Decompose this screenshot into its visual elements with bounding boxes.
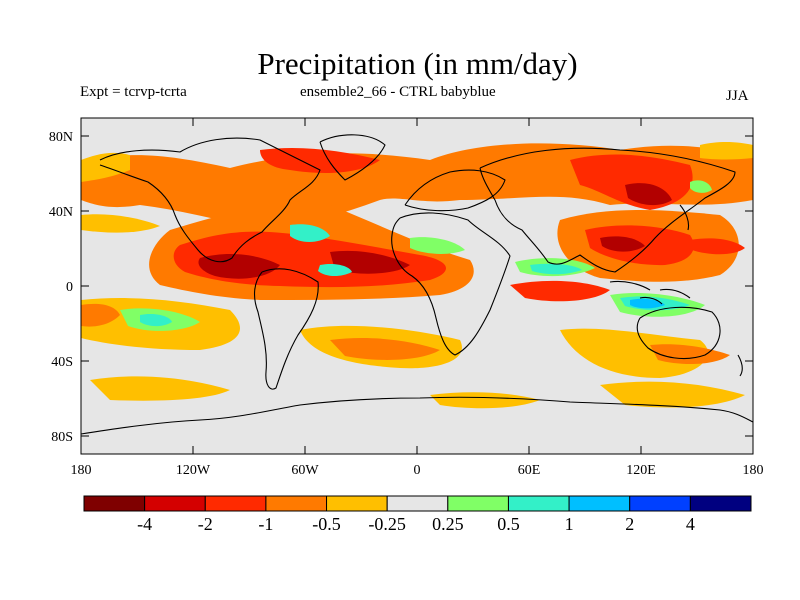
colorbar-label: 0.25 bbox=[432, 514, 464, 534]
colorbar-box bbox=[386, 495, 449, 512]
coastline-north-america bbox=[99, 137, 321, 263]
field-darkred-south-asia bbox=[600, 236, 645, 252]
colorbar-label: -4 bbox=[137, 514, 152, 534]
colorbar-box bbox=[83, 495, 146, 512]
lat-tick-label: 0 bbox=[66, 280, 73, 295]
coastline-asia bbox=[479, 147, 736, 273]
coastline-south-america bbox=[253, 268, 319, 390]
coastline-greenland bbox=[319, 134, 386, 181]
field-red-indo-pacific bbox=[510, 225, 745, 302]
colorbar-label: -0.5 bbox=[312, 514, 341, 534]
coastline-indonesia bbox=[609, 280, 691, 305]
coastline-australia bbox=[636, 306, 721, 360]
colorbar-box bbox=[326, 495, 388, 512]
axis-tick-labels: 80N 40N 0 40S 80S 180 120W 60W 0 60E 120E 180 bbox=[49, 130, 764, 478]
field-cyan-atlantic bbox=[290, 224, 352, 277]
field-darkred-east-asia bbox=[625, 183, 672, 206]
colorbar-box bbox=[689, 495, 752, 512]
season-label: JJA bbox=[726, 88, 749, 104]
colorbar-box bbox=[204, 495, 267, 512]
figure-title: Precipitation (in mm/day) bbox=[257, 46, 578, 81]
colorbar-label: -0.25 bbox=[368, 514, 406, 534]
lon-tick-label: 120E bbox=[626, 463, 656, 478]
colorbar-box bbox=[507, 495, 570, 512]
field-red-arctic bbox=[260, 148, 693, 210]
coastline-africa bbox=[391, 212, 511, 356]
field-darkred-central-america bbox=[198, 250, 410, 279]
colorbar-label: 1 bbox=[565, 514, 574, 534]
colorbar-label: 2 bbox=[625, 514, 634, 534]
colorbar-label: 0.5 bbox=[497, 514, 520, 534]
colorbar-box bbox=[447, 495, 509, 512]
field-lightblue-maritime bbox=[630, 298, 665, 309]
lat-tick-label: 80S bbox=[51, 430, 73, 445]
colorbar-labels: -4 -2 -1 -0.5 -0.25 0.25 0.5 1 2 4 bbox=[137, 514, 695, 534]
coastline-europe bbox=[404, 169, 506, 212]
field-green-atlantic bbox=[410, 237, 465, 254]
colorbar-label: -1 bbox=[258, 514, 273, 534]
lon-tick-label: 180 bbox=[743, 463, 764, 478]
colorbar-box bbox=[144, 495, 206, 512]
lon-tick-label: 60W bbox=[291, 463, 319, 478]
field-cyan-south-pacific bbox=[140, 313, 172, 327]
coastlines bbox=[80, 134, 754, 435]
colorbar-boxes bbox=[83, 495, 752, 512]
ensemble-label: ensemble2_66 - CTRL babyblue bbox=[300, 84, 496, 100]
field-green-indian-ocean bbox=[515, 180, 712, 317]
lat-tick-label: 40S bbox=[51, 355, 73, 370]
lon-tick-label: 120W bbox=[176, 463, 211, 478]
field-cyan-indian-ocean bbox=[530, 263, 690, 311]
experiment-label: Expt = tcrvp-tcrta bbox=[80, 84, 187, 100]
colorbar-label: -2 bbox=[198, 514, 213, 534]
colorbar-box bbox=[629, 495, 691, 512]
lat-tick-label: 80N bbox=[49, 130, 73, 145]
colorbar-box bbox=[265, 495, 328, 512]
lon-tick-label: 180 bbox=[71, 463, 92, 478]
coastline-islands bbox=[679, 204, 743, 377]
field-amber-east-pacific bbox=[81, 214, 160, 233]
axis-ticks bbox=[80, 118, 754, 454]
colorbar-label: 4 bbox=[686, 514, 695, 534]
lon-tick-label: 60E bbox=[518, 463, 541, 478]
field-orange-southern bbox=[81, 303, 730, 365]
colorbar-box bbox=[568, 495, 631, 512]
lon-tick-label: 0 bbox=[414, 463, 421, 478]
lat-tick-label: 40N bbox=[49, 205, 73, 220]
coastline-antarctica bbox=[80, 396, 754, 435]
